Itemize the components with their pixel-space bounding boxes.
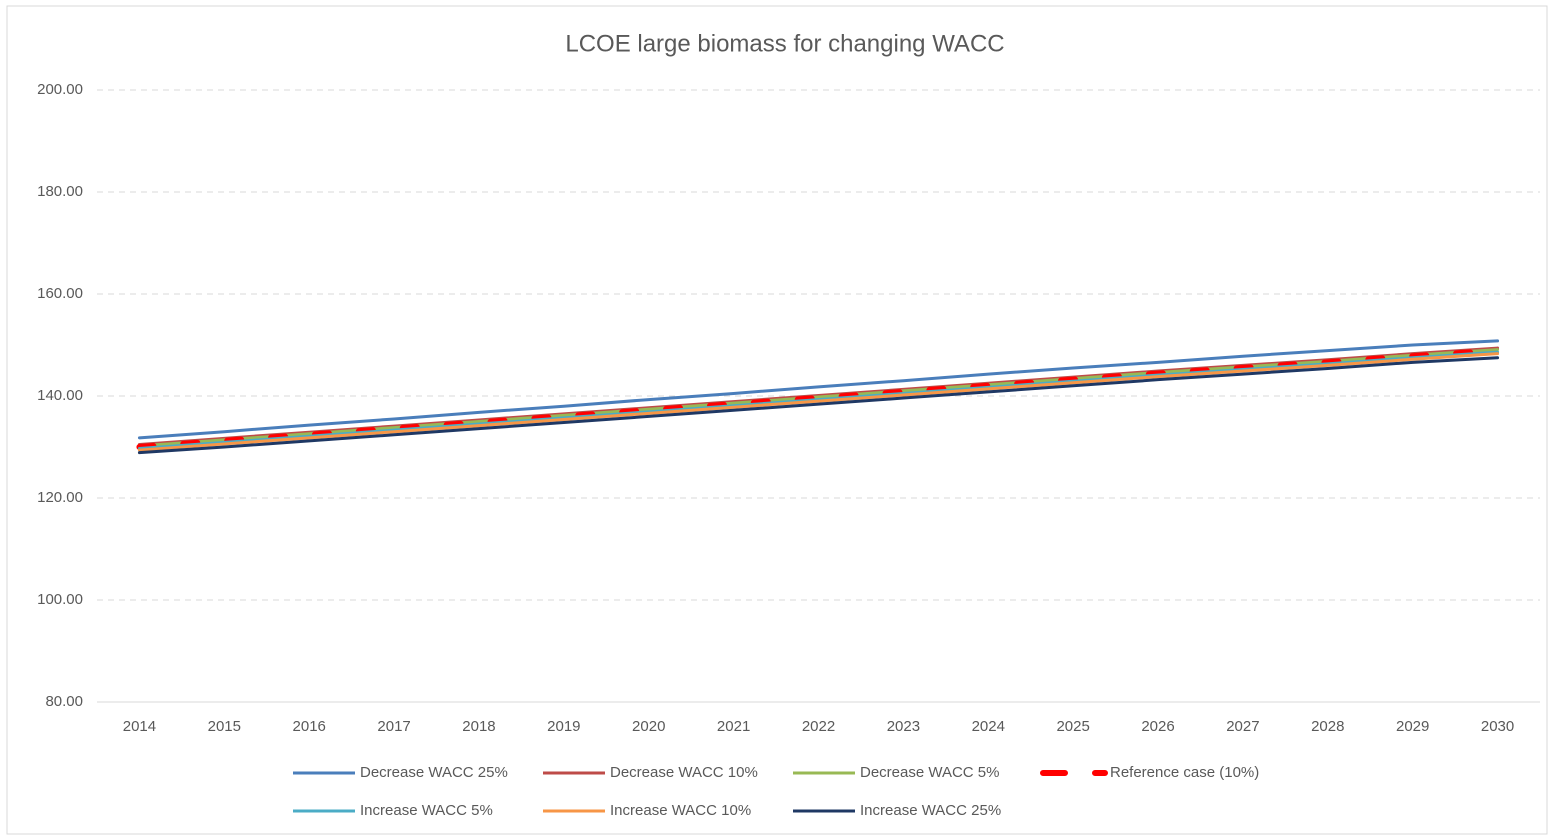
x-tick-label: 2024 <box>972 718 1005 735</box>
x-tick-label: 2021 <box>717 718 750 735</box>
x-tick-label: 2020 <box>632 718 665 735</box>
y-tick-label: 200.00 <box>37 81 83 98</box>
legend-label: Decrease WACC 5% <box>860 764 999 781</box>
x-tick-label: 2027 <box>1226 718 1259 735</box>
legend-label: Increase WACC 10% <box>610 802 751 819</box>
y-tick-label: 160.00 <box>37 285 83 302</box>
x-tick-label: 2025 <box>1056 718 1089 735</box>
series-line <box>137 352 1500 452</box>
x-tick-label: 2015 <box>208 718 241 735</box>
x-tick-label: 2030 <box>1481 718 1514 735</box>
x-tick-label: 2028 <box>1311 718 1344 735</box>
chart-border <box>6 5 1548 835</box>
x-tick-label: 2018 <box>462 718 495 735</box>
y-tick-label: 100.00 <box>37 591 83 608</box>
legend-label: Increase WACC 5% <box>360 802 493 819</box>
y-tick-label: 120.00 <box>37 489 83 506</box>
x-tick-label: 2022 <box>802 718 835 735</box>
x-tick-label: 2026 <box>1141 718 1174 735</box>
x-tick-label: 2019 <box>547 718 580 735</box>
x-tick-label: 2017 <box>377 718 410 735</box>
legend-label: Decrease WACC 25% <box>360 764 508 781</box>
legend-label: Reference case (10%) <box>1110 764 1259 781</box>
series-line <box>137 350 1500 451</box>
x-tick-label: 2023 <box>887 718 920 735</box>
y-tick-label: 80.00 <box>45 693 83 710</box>
series-line <box>137 356 1500 455</box>
y-tick-label: 140.00 <box>37 387 83 404</box>
y-tick-label: 180.00 <box>37 183 83 200</box>
x-tick-label: 2016 <box>293 718 326 735</box>
legend-label: Increase WACC 25% <box>860 802 1001 819</box>
x-tick-label: 2014 <box>123 718 156 735</box>
chart-title: LCOE large biomass for changing WACC <box>565 30 1004 57</box>
x-tick-label: 2029 <box>1396 718 1429 735</box>
legend-label: Decrease WACC 10% <box>610 764 758 781</box>
series-line <box>137 339 1500 440</box>
series-line <box>136 347 1501 450</box>
